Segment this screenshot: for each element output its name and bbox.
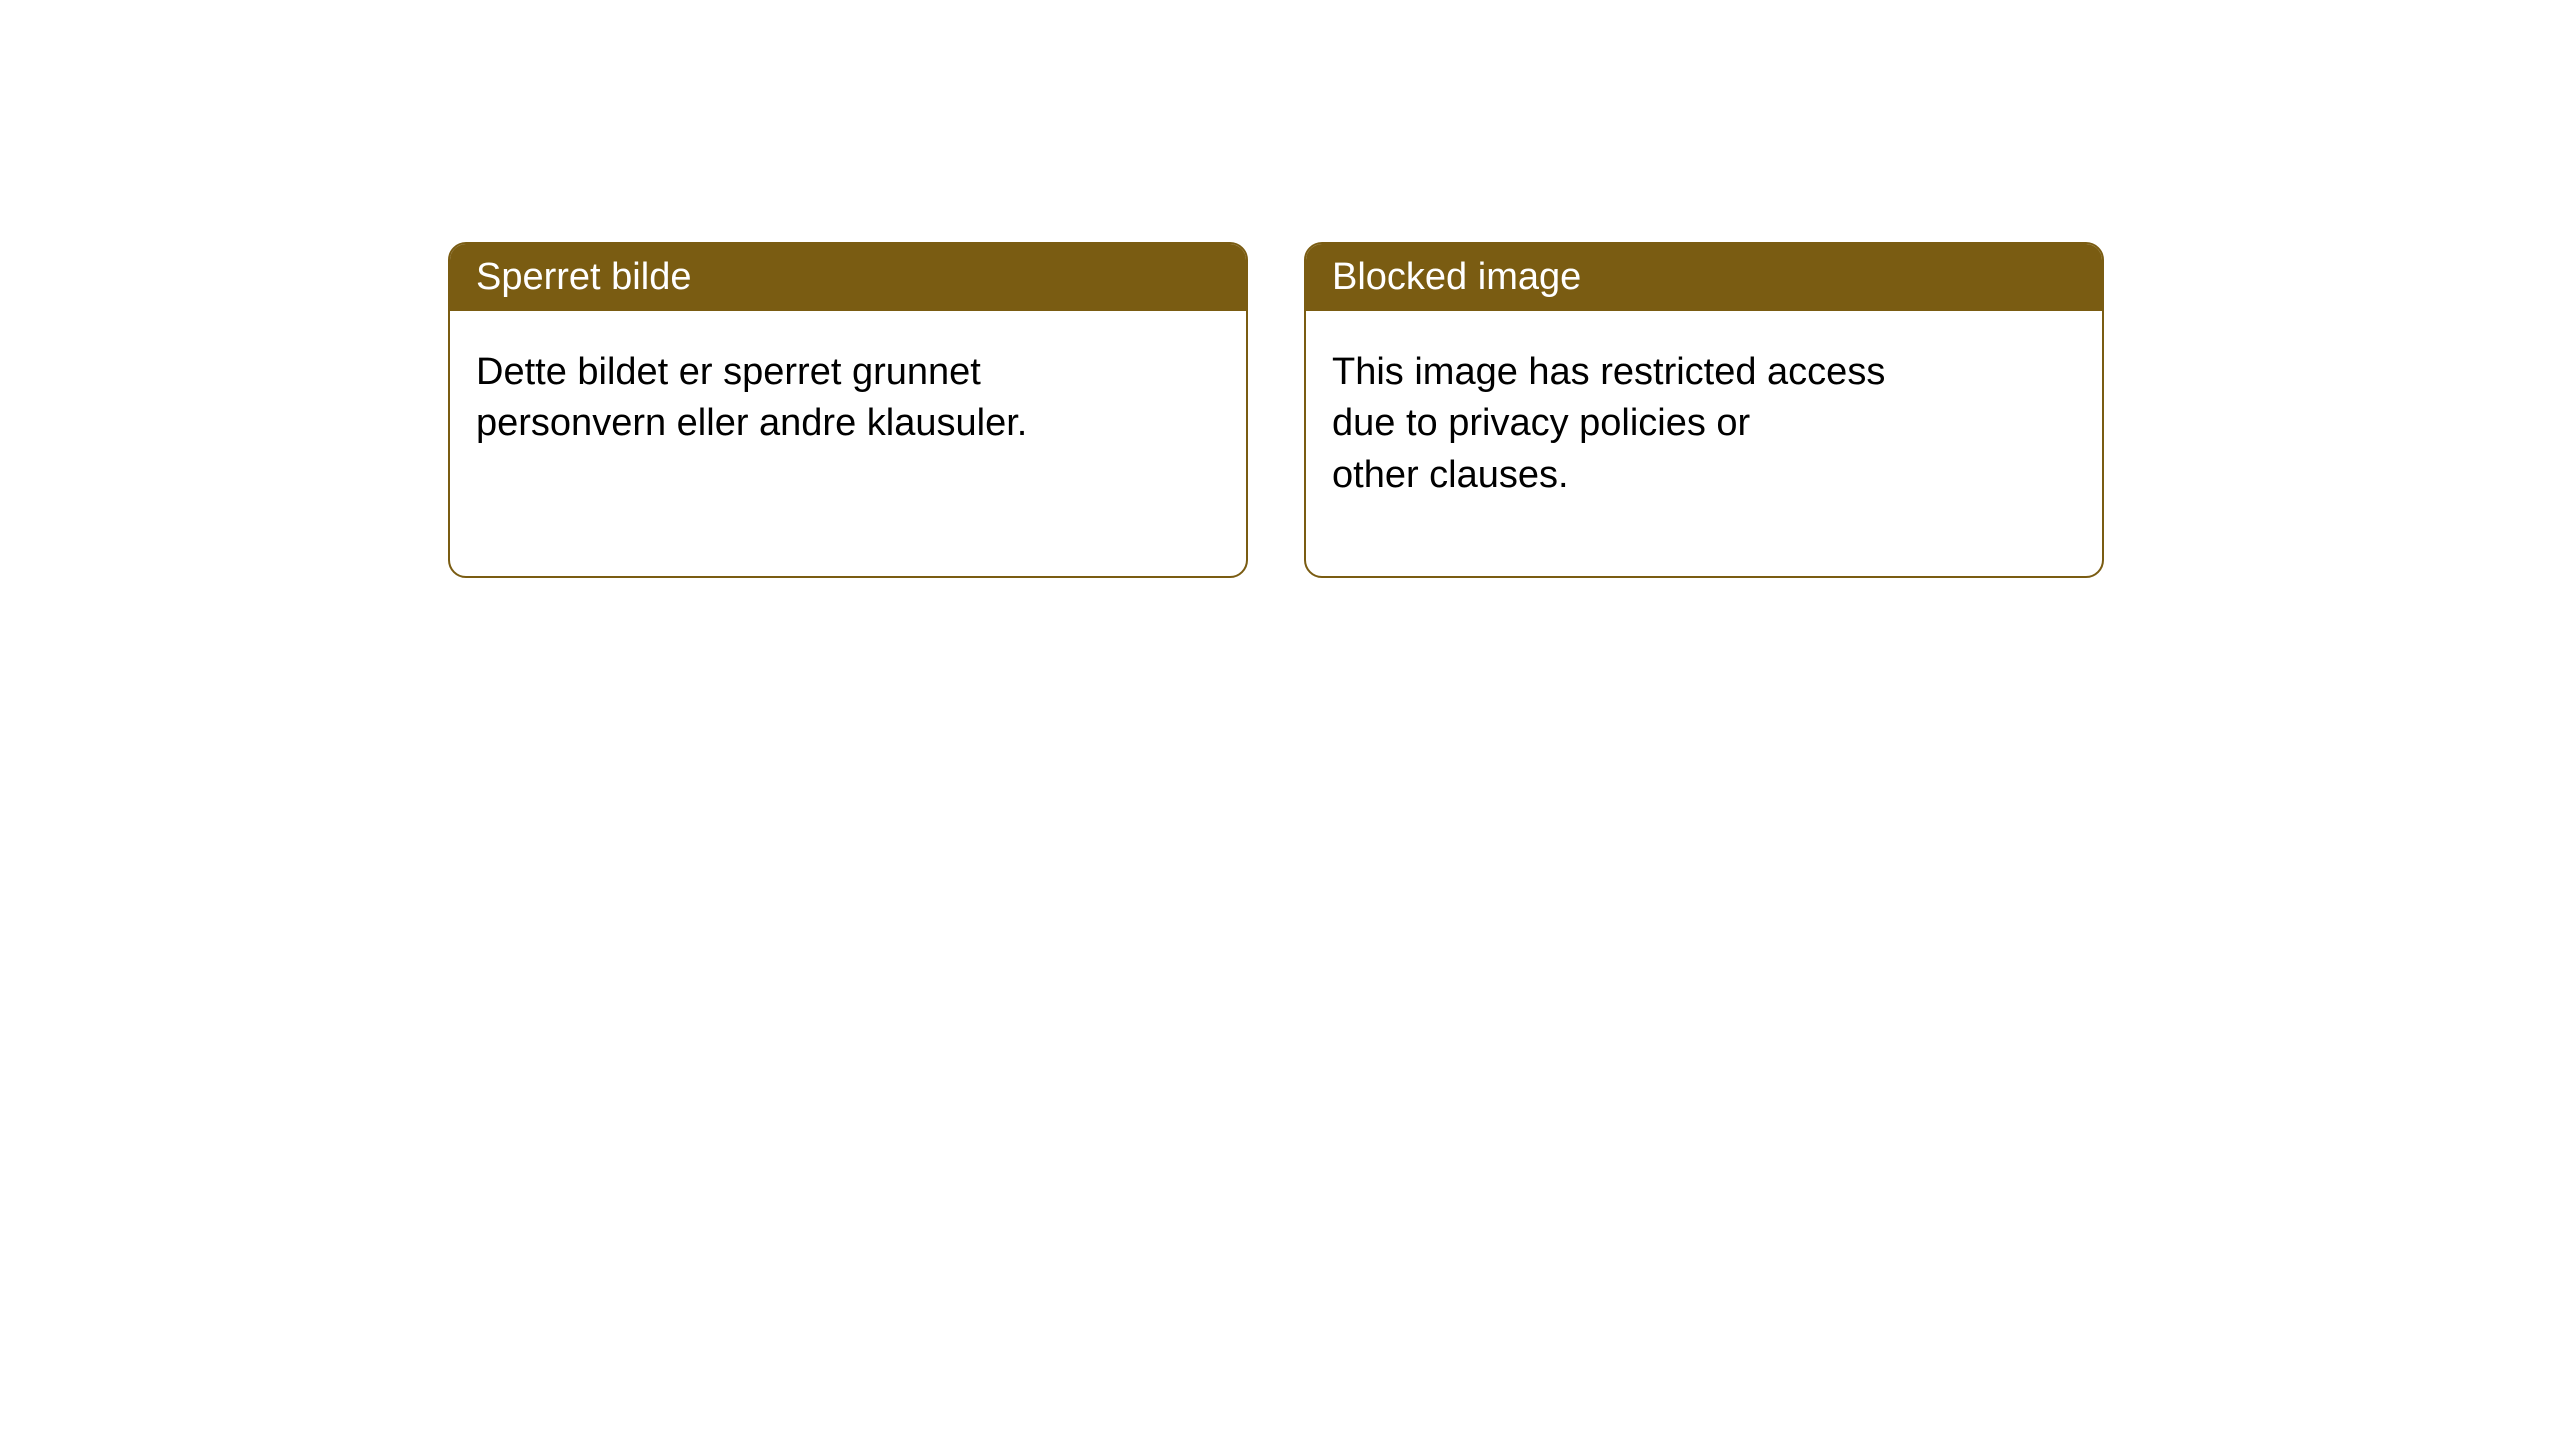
notice-card-english: Blocked image This image has restricted …: [1304, 242, 2104, 578]
notice-container: Sperret bilde Dette bildet er sperret gr…: [448, 242, 2560, 578]
notice-card-norwegian: Sperret bilde Dette bildet er sperret gr…: [448, 242, 1248, 578]
notice-body-norwegian: Dette bildet er sperret grunnet personve…: [450, 311, 1246, 486]
notice-title-english: Blocked image: [1306, 244, 2102, 311]
notice-title-norwegian: Sperret bilde: [450, 244, 1246, 311]
notice-body-english: This image has restricted access due to …: [1306, 311, 2102, 537]
